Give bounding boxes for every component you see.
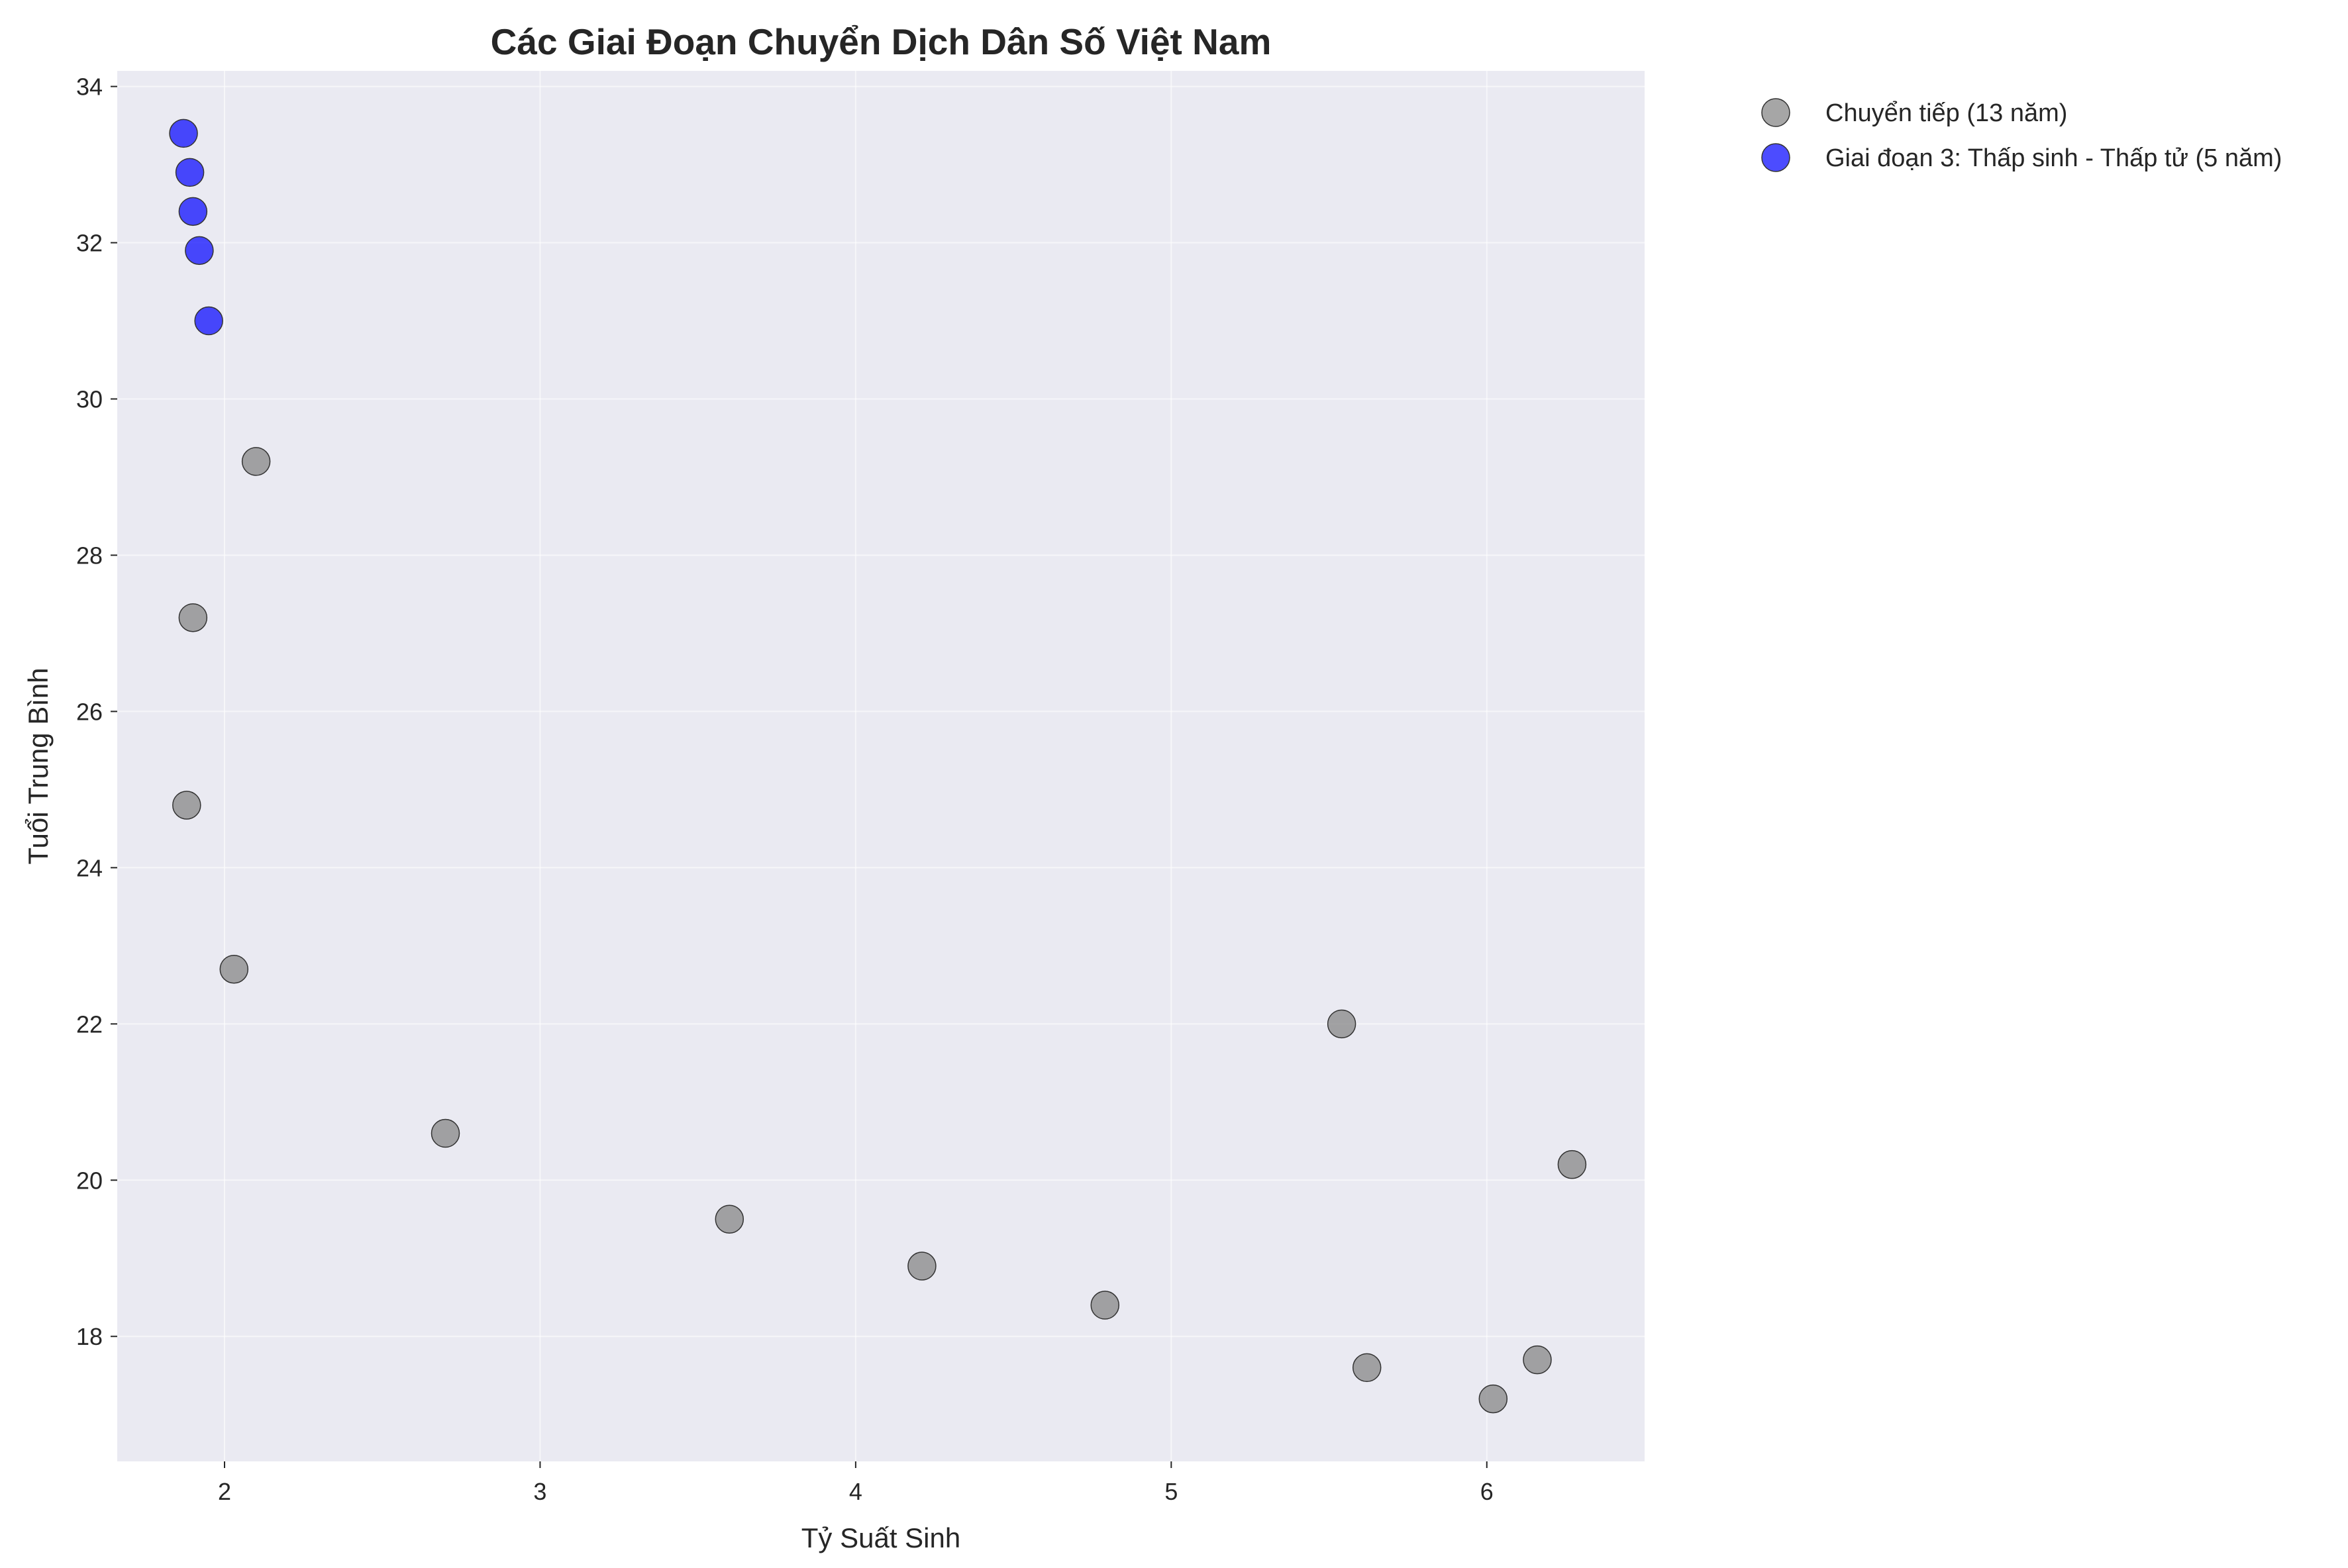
legend-label: Chuyển tiếp (13 năm) xyxy=(1825,99,2067,127)
x-tick-label: 6 xyxy=(1480,1478,1494,1505)
y-tick-label: 26 xyxy=(76,698,103,725)
point-stage-3 xyxy=(185,236,214,266)
y-tick-label: 18 xyxy=(76,1323,103,1350)
point-transition xyxy=(1523,1345,1552,1375)
point-stage-3 xyxy=(169,119,198,148)
point-stage-3 xyxy=(175,158,205,187)
y-tick-label: 20 xyxy=(76,1167,103,1194)
point-transition xyxy=(1352,1353,1382,1383)
y-tick-label: 30 xyxy=(76,386,103,413)
grid xyxy=(117,71,1645,1461)
point-transition xyxy=(1557,1150,1587,1179)
y-tick-label: 24 xyxy=(76,854,103,881)
x-tick-label: 2 xyxy=(218,1478,231,1505)
point-transition xyxy=(715,1204,744,1234)
plot-area xyxy=(117,71,1645,1461)
point-transition xyxy=(172,791,201,820)
x-tick-label: 5 xyxy=(1164,1478,1178,1505)
point-transition xyxy=(1478,1384,1508,1414)
point-transition xyxy=(431,1118,460,1148)
legend: Chuyển tiếp (13 năm) Giai đoạn 3: Thấp si… xyxy=(1761,98,2282,172)
point-transition xyxy=(1090,1291,1120,1320)
point-stage-3 xyxy=(194,306,223,336)
y-tick-label: 28 xyxy=(76,542,103,569)
y-axis-label: Tuổi Trung Bình xyxy=(23,667,54,864)
x-tick-label: 3 xyxy=(533,1478,546,1505)
point-transition xyxy=(178,603,208,632)
point-stage-3 xyxy=(178,197,208,226)
y-tick-label: 34 xyxy=(76,74,103,101)
legend-marker xyxy=(1761,98,1790,127)
point-transition xyxy=(219,954,249,984)
x-tick-label: 4 xyxy=(849,1478,862,1505)
y-tick-label: 22 xyxy=(76,1010,103,1038)
point-transition xyxy=(907,1251,937,1281)
point-transition xyxy=(241,447,271,476)
legend-label: Giai đoạn 3: Thấp sinh - Thấp tử (5 năm) xyxy=(1825,144,2282,172)
point-transition xyxy=(1327,1009,1356,1039)
legend-marker xyxy=(1761,143,1790,172)
chart-title: Các Giai Đoạn Chuyển Dịch Dân Số Việt Na… xyxy=(491,21,1272,62)
data-points xyxy=(169,119,1587,1414)
y-tick-label: 32 xyxy=(76,230,103,257)
x-axis-label: Tỷ Suất Sinh xyxy=(801,1522,960,1553)
